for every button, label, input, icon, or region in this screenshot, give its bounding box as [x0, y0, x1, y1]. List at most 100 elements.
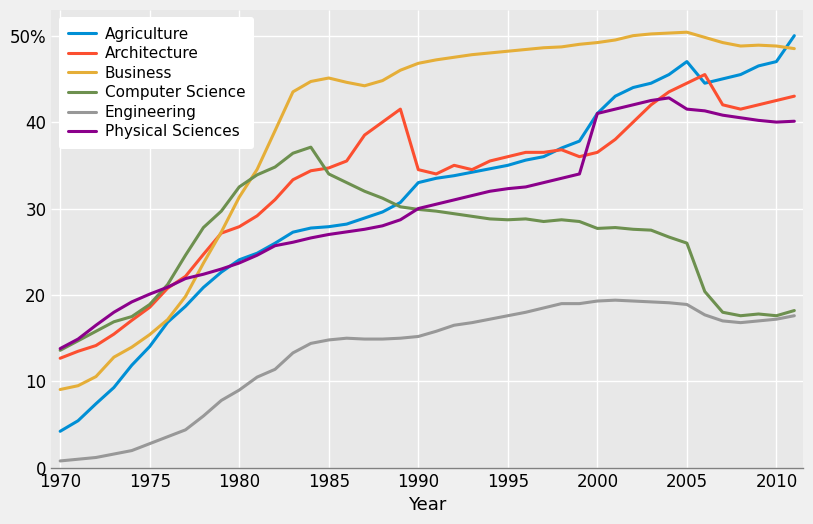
Business	[341, 79, 351, 85]
Engineering	[772, 316, 781, 322]
Line: Engineering: Engineering	[60, 300, 794, 461]
Architecture	[270, 196, 280, 203]
Engineering	[521, 309, 531, 315]
Agriculture	[521, 157, 531, 163]
Computer Science	[163, 281, 172, 288]
Agriculture	[628, 84, 638, 91]
Engineering	[377, 336, 387, 342]
Architecture	[646, 102, 656, 108]
Agriculture	[682, 59, 692, 65]
X-axis label: Year: Year	[408, 496, 446, 514]
Physical Sciences	[754, 117, 763, 124]
Physical Sciences	[377, 223, 387, 229]
Agriculture	[127, 362, 137, 368]
Computer Science	[503, 216, 513, 223]
Engineering	[341, 335, 351, 341]
Computer Science	[664, 234, 674, 240]
Engineering	[127, 447, 137, 454]
Business	[252, 166, 262, 172]
Physical Sciences	[145, 291, 154, 297]
Architecture	[736, 106, 746, 112]
Architecture	[664, 89, 674, 95]
Agriculture	[341, 221, 351, 227]
Computer Science	[789, 308, 799, 314]
Physical Sciences	[682, 106, 692, 112]
Computer Science	[467, 213, 477, 220]
Computer Science	[252, 172, 262, 178]
Architecture	[718, 102, 728, 108]
Physical Sciences	[646, 97, 656, 104]
Computer Science	[359, 188, 369, 194]
Engineering	[575, 300, 585, 307]
Agriculture	[789, 32, 799, 39]
Architecture	[414, 167, 424, 173]
Line: Business: Business	[60, 32, 794, 389]
Business	[521, 46, 531, 52]
Engineering	[718, 318, 728, 324]
Computer Science	[91, 328, 101, 334]
Business	[736, 43, 746, 49]
Physical Sciences	[252, 252, 262, 258]
Computer Science	[180, 252, 190, 258]
Agriculture	[198, 285, 208, 291]
Business	[55, 386, 65, 392]
Computer Science	[628, 226, 638, 233]
Architecture	[341, 158, 351, 164]
Agriculture	[216, 269, 226, 275]
Agriculture	[718, 76, 728, 82]
Architecture	[593, 149, 602, 156]
Computer Science	[341, 179, 351, 185]
Physical Sciences	[575, 171, 585, 177]
Business	[789, 46, 799, 52]
Physical Sciences	[700, 108, 710, 114]
Computer Science	[145, 301, 154, 308]
Agriculture	[234, 257, 244, 263]
Physical Sciences	[216, 266, 226, 272]
Engineering	[593, 298, 602, 304]
Business	[180, 293, 190, 300]
Business	[575, 41, 585, 48]
Physical Sciences	[163, 284, 172, 290]
Agriculture	[736, 71, 746, 78]
Computer Science	[73, 337, 83, 344]
Agriculture	[145, 343, 154, 350]
Architecture	[628, 119, 638, 125]
Business	[324, 75, 333, 81]
Computer Science	[198, 224, 208, 231]
Business	[91, 374, 101, 380]
Engineering	[252, 374, 262, 380]
Computer Science	[234, 184, 244, 190]
Architecture	[575, 154, 585, 160]
Business	[306, 78, 315, 84]
Computer Science	[682, 240, 692, 246]
Agriculture	[664, 71, 674, 78]
Physical Sciences	[539, 179, 549, 185]
Engineering	[611, 297, 620, 303]
Engineering	[557, 300, 567, 307]
Computer Science	[485, 216, 495, 222]
Business	[234, 194, 244, 200]
Business	[754, 42, 763, 48]
Engineering	[789, 313, 799, 319]
Engineering	[234, 387, 244, 393]
Business	[288, 89, 298, 95]
Computer Science	[216, 208, 226, 214]
Agriculture	[557, 145, 567, 151]
Agriculture	[646, 80, 656, 86]
Agriculture	[467, 169, 477, 176]
Business	[270, 127, 280, 134]
Agriculture	[163, 319, 172, 325]
Legend: Agriculture, Architecture, Business, Computer Science, Engineering, Physical Sci: Agriculture, Architecture, Business, Com…	[59, 17, 254, 149]
Architecture	[306, 168, 315, 174]
Physical Sciences	[73, 336, 83, 342]
Computer Science	[646, 227, 656, 233]
Agriculture	[450, 172, 459, 179]
Business	[593, 39, 602, 46]
Physical Sciences	[359, 226, 369, 233]
Agriculture	[180, 303, 190, 310]
Agriculture	[772, 59, 781, 65]
Computer Science	[306, 144, 315, 150]
Computer Science	[772, 313, 781, 319]
Engineering	[306, 340, 315, 346]
Business	[414, 60, 424, 67]
